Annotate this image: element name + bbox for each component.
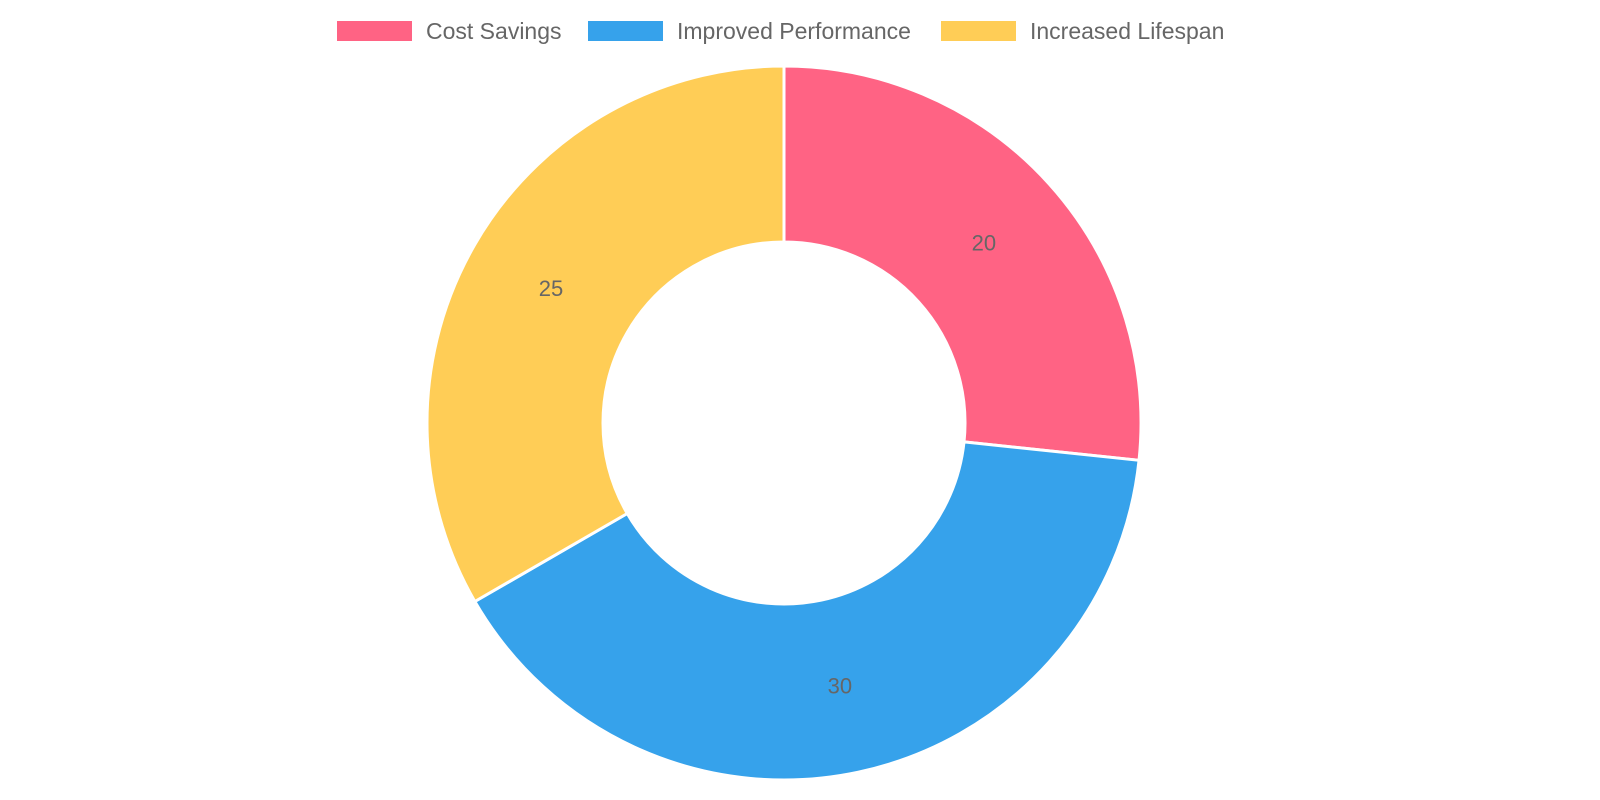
legend-label-cost-savings[interactable]: Cost Savings — [426, 18, 562, 44]
slice-cost-savings[interactable] — [782, 64, 1143, 462]
legend-swatch-cost-savings[interactable] — [337, 21, 412, 41]
legend-label-increased-lifespan[interactable]: Increased Lifespan — [1030, 18, 1224, 44]
legend-swatch-increased-lifespan[interactable] — [941, 21, 1016, 41]
chart-slices — [425, 64, 1143, 782]
data-label-cost-savings: 20 — [972, 231, 996, 256]
legend-label-improved-performance[interactable]: Improved Performance — [677, 18, 911, 44]
data-label-increased-lifespan: 25 — [539, 276, 563, 301]
chart-data-labels: 20 30 25 — [539, 231, 996, 699]
legend-swatch-improved-performance[interactable] — [588, 21, 663, 41]
slice-increased-lifespan[interactable] — [425, 64, 786, 604]
chart-legend: Cost Savings Improved Performance Increa… — [337, 18, 1224, 44]
slice-improved-performance[interactable] — [472, 440, 1141, 782]
data-label-improved-performance: 30 — [828, 674, 852, 699]
